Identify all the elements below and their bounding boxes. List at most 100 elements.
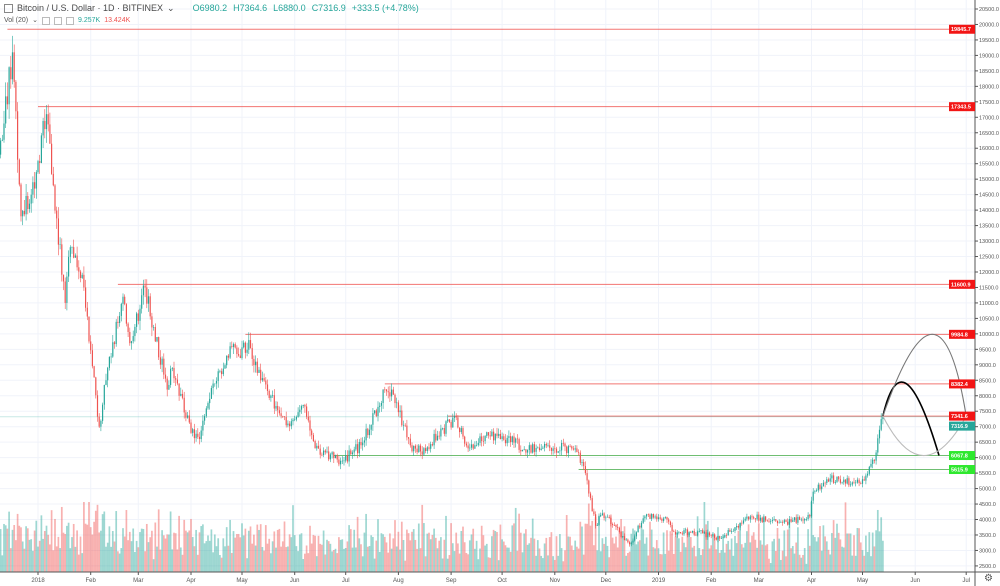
candle-body: [481, 436, 483, 441]
candle-body: [700, 530, 702, 532]
volume-bar: [331, 551, 333, 572]
volume-up-value: 9.257K: [78, 17, 101, 24]
symbol-title[interactable]: Bitcoin / U.S. Dollar · 1D · BITFINEX: [17, 3, 164, 13]
projection-alt-up[interactable]: [882, 333, 967, 417]
time-tick-label[interactable]: Sep: [446, 578, 457, 584]
candle-body: [387, 391, 389, 393]
volume-bar: [83, 502, 85, 572]
time-tick-label[interactable]: Aug: [393, 578, 404, 584]
time-tick-label[interactable]: Jun: [290, 578, 300, 584]
time-tick-label[interactable]: 2018: [31, 578, 45, 584]
time-tick-label[interactable]: May: [857, 578, 868, 584]
volume-bar: [42, 538, 44, 572]
price-axis[interactable]: 2500.0 3000.0 3500.0 4000.0 4500.0 5000.0 5500…: [974, 0, 999, 586]
time-tick-label[interactable]: May: [236, 578, 247, 584]
volume-bar: [513, 523, 515, 572]
chevron-down-icon[interactable]: ⌄: [167, 3, 175, 13]
candle-body: [266, 384, 269, 391]
candle-body: [802, 519, 804, 521]
volume-bar: [191, 537, 194, 572]
remove-icon[interactable]: [66, 16, 74, 25]
projection-alt-down[interactable]: [882, 415, 967, 456]
volume-bar: [569, 536, 571, 572]
projection-main[interactable]: [882, 381, 940, 456]
volume-bar: [467, 554, 469, 572]
time-tick-label[interactable]: Mar: [133, 578, 143, 584]
projection-curves[interactable]: [882, 333, 967, 456]
gear-icon[interactable]: ⚙: [984, 573, 993, 584]
time-tick-label[interactable]: Jul: [342, 578, 350, 584]
volume-bar: [700, 555, 702, 572]
time-tick-label[interactable]: Apr: [807, 578, 816, 584]
volume-bar: [409, 540, 412, 572]
time-tick-label[interactable]: Oct: [497, 578, 507, 584]
time-tick-label[interactable]: Jun: [910, 578, 920, 584]
candle-body: [515, 438, 517, 443]
candle-body: [368, 429, 371, 436]
candle-body: [674, 531, 677, 535]
candle-body: [197, 433, 199, 437]
candle-body: [306, 406, 308, 417]
candle-body: [64, 281, 66, 303]
time-axis[interactable]: 2018 Feb Mar Apr May Jun Jul Aug Sep Oct Nov Dec 201…: [0, 571, 1000, 584]
time-tick-label[interactable]: 2019: [652, 578, 666, 584]
volume-bar: [523, 533, 526, 572]
candle-body: [360, 441, 362, 446]
time-tick-label[interactable]: Feb: [706, 578, 717, 584]
change-value: +333.5 (+4.78%): [351, 3, 419, 13]
volume-bar: [574, 540, 577, 572]
price-tags: 19845.7 17343.5 11600.9 9984.8 8382.4 7341.6 7…: [949, 24, 975, 475]
volume-bar: [134, 552, 136, 572]
volume-bar: [360, 544, 362, 572]
price-tick-label: 19000.0: [979, 53, 999, 59]
volume-bar: [817, 537, 820, 572]
time-tick-label[interactable]: Mar: [754, 578, 764, 584]
chevron-down-icon[interactable]: ⌄: [32, 17, 38, 24]
collapse-icon[interactable]: [4, 4, 13, 13]
time-tick-label[interactable]: Apr: [186, 578, 195, 584]
candle-body: [256, 361, 258, 373]
candle-body: [622, 536, 624, 538]
volume-bar: [684, 547, 687, 572]
volume-bar: [353, 529, 356, 572]
candle-body: [144, 285, 146, 288]
candle-body: [117, 321, 119, 323]
candle-body: [406, 425, 408, 438]
candle-body: [231, 346, 233, 347]
volume-bar: [858, 528, 860, 572]
volume-bar: [793, 553, 796, 572]
volume-bar: [834, 537, 837, 572]
volume-bar: [76, 530, 78, 572]
settings-icon[interactable]: [54, 16, 62, 25]
candle-body: [608, 516, 610, 519]
low-value: L6880.0: [273, 3, 306, 13]
volume-bar: [38, 540, 41, 572]
candle-body: [112, 342, 114, 357]
volume-bar: [234, 537, 237, 572]
price-tick-label: 16000.0: [979, 146, 999, 152]
candle-body: [746, 516, 748, 519]
volume-bar: [217, 538, 220, 572]
volume-bar: [25, 526, 27, 572]
time-tick-label[interactable]: Dec: [600, 578, 611, 584]
volume-bar: [271, 541, 274, 572]
eye-icon[interactable]: [42, 16, 50, 25]
volume-bar: [647, 555, 650, 572]
candle-body: [853, 482, 855, 483]
candle-body: [348, 450, 350, 462]
volume-bar: [275, 547, 277, 572]
candle-body: [732, 530, 734, 532]
volume-label[interactable]: Vol (20): [4, 17, 29, 24]
candle-body: [96, 395, 99, 417]
candle-body: [275, 405, 277, 409]
time-tick-label[interactable]: Feb: [86, 578, 97, 584]
volume-bar: [674, 536, 677, 572]
candle-body: [333, 452, 335, 459]
horizontal-levels[interactable]: [0, 28, 975, 471]
volume-bar: [457, 543, 459, 572]
time-tick-label[interactable]: Nov: [549, 578, 560, 584]
volume-bar: [424, 556, 427, 572]
candle-body: [720, 538, 722, 539]
time-tick-label[interactable]: Jul: [962, 578, 970, 584]
